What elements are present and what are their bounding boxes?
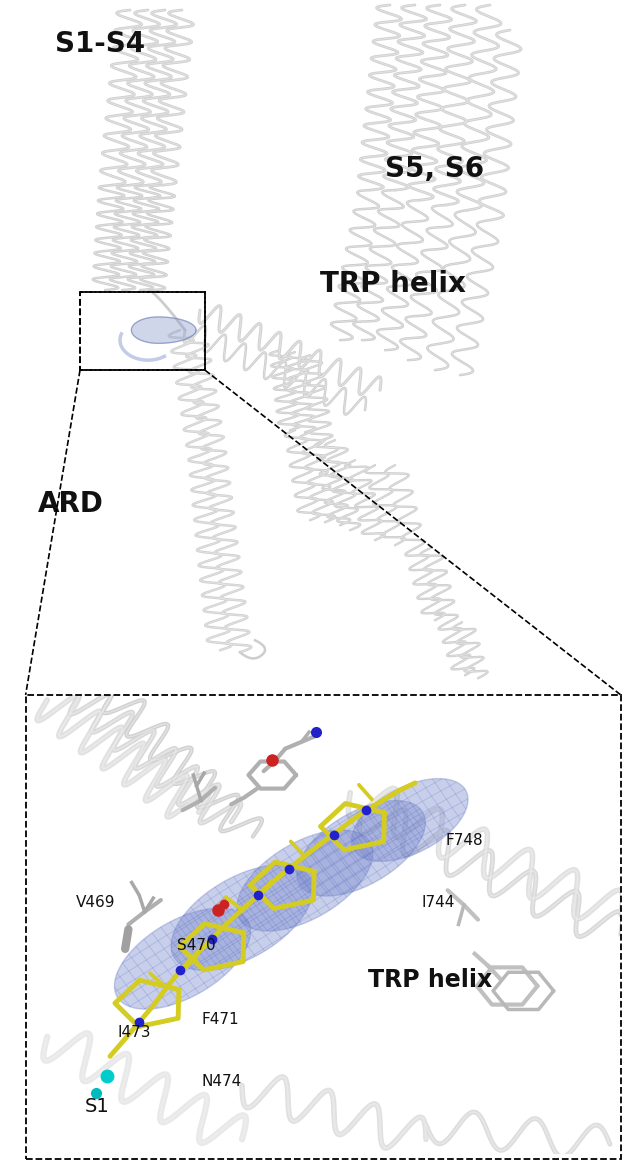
Line: 2 pts: 2 pts	[26, 370, 80, 695]
Polygon shape	[171, 864, 313, 971]
Text: TRP helix: TRP helix	[320, 270, 466, 298]
Polygon shape	[351, 779, 468, 861]
Text: F748: F748	[445, 833, 483, 848]
Point	[617, 688, 625, 702]
Bar	[80, 292, 205, 370]
Text: I744: I744	[421, 895, 455, 910]
Text: N474: N474	[201, 1075, 241, 1089]
Text: S5, S6: S5, S6	[385, 155, 484, 183]
Polygon shape	[237, 830, 373, 931]
Polygon shape	[131, 317, 196, 343]
Text: F471: F471	[201, 1011, 239, 1027]
Text: V469: V469	[76, 895, 116, 910]
Text: S1: S1	[85, 1097, 110, 1115]
Text: S470: S470	[177, 938, 216, 953]
Text: TRP helix: TRP helix	[368, 968, 492, 992]
Text: S1-S4: S1-S4	[55, 30, 145, 58]
Point	[76, 363, 84, 377]
Line: 2 pts: 2 pts	[205, 370, 621, 695]
Polygon shape	[297, 800, 426, 896]
Text: I473: I473	[118, 1026, 151, 1041]
Polygon shape	[115, 909, 250, 1009]
Point	[201, 363, 209, 377]
Point	[22, 688, 29, 702]
Bar	[80, 292, 205, 370]
Text: ARD: ARD	[38, 491, 104, 519]
Bar	[26, 695, 621, 1159]
